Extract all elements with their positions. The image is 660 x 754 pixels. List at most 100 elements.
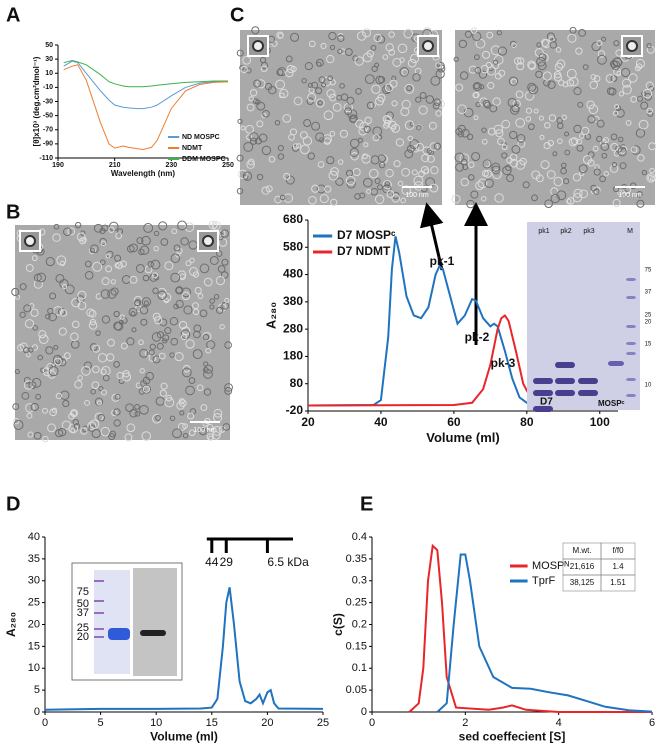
- y-tick-label: 0.15: [346, 640, 367, 652]
- particle: [591, 41, 601, 52]
- particle: [60, 390, 70, 400]
- particle: [14, 368, 20, 375]
- particle: [209, 298, 215, 304]
- particle: [475, 38, 486, 49]
- gel-band: [626, 342, 636, 345]
- particle: [217, 265, 226, 273]
- legend-label: D7 NDMT: [337, 244, 391, 258]
- particle: [183, 305, 193, 315]
- gel-band: [533, 390, 553, 396]
- particle: [593, 116, 600, 123]
- particle: [619, 162, 627, 170]
- particle: [337, 159, 344, 165]
- particle: [547, 80, 556, 89]
- particle: [105, 253, 111, 259]
- y-tick-label: -70: [43, 127, 53, 134]
- particle: [597, 54, 607, 65]
- particle: [31, 255, 38, 262]
- particle: [178, 398, 185, 405]
- particle: [393, 160, 401, 168]
- particle: [349, 138, 360, 149]
- particle: [319, 137, 325, 143]
- particle: [53, 344, 59, 350]
- particle: [527, 82, 537, 92]
- particle: [550, 187, 559, 196]
- particle: [552, 151, 558, 157]
- particle: [173, 244, 181, 252]
- particle: [611, 162, 618, 168]
- x-tick-label: 2: [462, 717, 468, 729]
- particle: [114, 393, 121, 400]
- particle: [337, 48, 343, 55]
- particle: [182, 432, 189, 439]
- particle: [638, 119, 649, 130]
- particle: [318, 76, 326, 84]
- particle: [245, 67, 252, 74]
- particle: [513, 57, 522, 65]
- particle: [475, 181, 484, 191]
- particle: [193, 324, 202, 333]
- particle: [276, 68, 284, 76]
- particle: [357, 137, 363, 143]
- particle: [129, 243, 138, 253]
- particle: [578, 170, 585, 177]
- particle: [116, 228, 124, 235]
- particle: [468, 174, 475, 181]
- particle: [261, 145, 272, 156]
- particle: [101, 277, 110, 286]
- particle: [261, 186, 270, 195]
- particle: [491, 165, 501, 175]
- panel-label: E: [360, 493, 373, 515]
- table-text: 1.51: [610, 578, 626, 587]
- particle: [156, 342, 164, 350]
- particle: [218, 426, 226, 433]
- particle: [586, 100, 595, 110]
- particle: [460, 158, 468, 166]
- particle: [163, 298, 169, 304]
- particle: [339, 83, 345, 89]
- particle: [114, 254, 122, 262]
- y-tick-label: 280: [283, 321, 303, 335]
- particle: [296, 143, 302, 149]
- particle: [205, 347, 212, 354]
- particle: [285, 55, 293, 63]
- particle: [400, 107, 410, 117]
- particle: [142, 274, 150, 282]
- gel-band: [555, 378, 575, 384]
- particle: [134, 403, 140, 410]
- particle: [625, 120, 632, 126]
- particle: [113, 361, 120, 368]
- particle: [593, 75, 601, 82]
- particle: [458, 39, 468, 49]
- particle: [193, 330, 201, 339]
- particle: [238, 169, 248, 180]
- gel-band: [626, 278, 636, 281]
- particle: [560, 167, 567, 175]
- gel-mw-label: 20: [77, 631, 89, 643]
- particle: [435, 62, 442, 69]
- particle: [274, 119, 281, 126]
- particle: [182, 367, 192, 378]
- particle: [579, 133, 585, 139]
- particle: [377, 93, 386, 102]
- particle: [95, 330, 101, 336]
- particle: [113, 408, 121, 416]
- particle: [173, 303, 179, 310]
- particle: [642, 88, 653, 99]
- particle: [21, 391, 30, 400]
- particle: [508, 76, 519, 86]
- particle: [215, 275, 226, 286]
- particle: [454, 152, 465, 163]
- particle: [473, 82, 481, 90]
- particle: [13, 419, 24, 430]
- particle: [246, 134, 253, 141]
- x-tick-label: 40: [374, 415, 388, 429]
- particle: [138, 339, 144, 346]
- particle: [628, 73, 638, 83]
- particle: [415, 142, 424, 152]
- particle: [63, 352, 71, 360]
- particle: [363, 142, 369, 148]
- particle: [129, 275, 138, 284]
- particle: [221, 301, 230, 310]
- particle: [249, 132, 259, 142]
